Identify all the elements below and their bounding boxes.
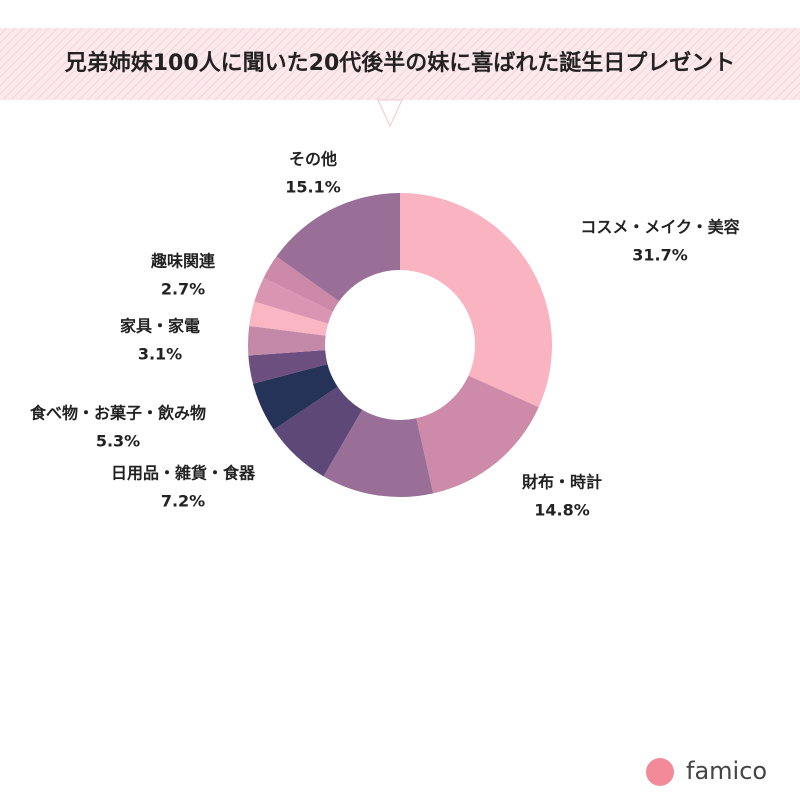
slice-label: 財布・時計 — [522, 473, 602, 492]
slice — [247, 325, 326, 356]
slice — [249, 301, 329, 336]
slice-value: 3.1% — [138, 345, 182, 364]
donut: コスメ・メイク・美容 31.7% 財布・時計 14.8% 日用品・雑貨・食器 7.2% 食べ… — [29, 150, 740, 520]
slice — [416, 375, 539, 494]
chart-title: 兄弟姉妹100人に聞いた20代後半の妹に喜ばれた誕生日プレゼント — [64, 50, 736, 76]
title-band — [0, 28, 800, 100]
slice — [400, 193, 552, 408]
slice-label: その他 — [289, 150, 337, 169]
slice — [254, 277, 333, 324]
slice — [263, 256, 340, 312]
logo-icon — [646, 758, 674, 786]
slice-label: 家具・家電 — [120, 317, 200, 336]
title-pointer — [377, 99, 403, 128]
slice — [248, 350, 328, 384]
slice-value: 7.2% — [161, 492, 205, 511]
slice-value: 31.7% — [632, 246, 688, 265]
slice-value: 5.3% — [96, 432, 140, 451]
slice-label: 趣味関連 — [150, 252, 216, 271]
slice-value: 15.1% — [285, 178, 341, 197]
slice — [276, 193, 400, 302]
slice — [253, 364, 338, 430]
slice — [323, 409, 434, 497]
brand: famico — [686, 757, 767, 785]
slice-value: 2.7% — [161, 280, 205, 299]
slice-label: 日用品・雑貨・食器 — [111, 464, 256, 483]
slice-label: コスメ・メイク・美容 — [580, 218, 739, 237]
logo: famico — [646, 757, 767, 786]
slice — [273, 386, 363, 477]
slice-value: 14.8% — [534, 501, 590, 520]
slice-label: 食べ物・お菓子・飲み物 — [29, 404, 206, 423]
